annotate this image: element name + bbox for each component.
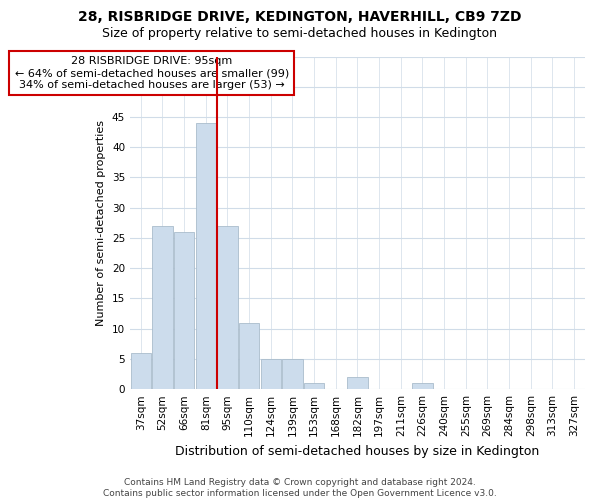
Text: 28 RISBRIDGE DRIVE: 95sqm
← 64% of semi-detached houses are smaller (99)
34% of : 28 RISBRIDGE DRIVE: 95sqm ← 64% of semi-… bbox=[14, 56, 289, 90]
Bar bbox=[347, 377, 368, 389]
Bar bbox=[412, 383, 433, 389]
Bar bbox=[260, 359, 281, 389]
Text: Contains HM Land Registry data © Crown copyright and database right 2024.
Contai: Contains HM Land Registry data © Crown c… bbox=[103, 478, 497, 498]
Y-axis label: Number of semi-detached properties: Number of semi-detached properties bbox=[97, 120, 106, 326]
Bar bbox=[217, 226, 238, 389]
X-axis label: Distribution of semi-detached houses by size in Kedington: Distribution of semi-detached houses by … bbox=[175, 444, 539, 458]
Bar bbox=[282, 359, 303, 389]
Bar bbox=[196, 123, 216, 389]
Text: 28, RISBRIDGE DRIVE, KEDINGTON, HAVERHILL, CB9 7ZD: 28, RISBRIDGE DRIVE, KEDINGTON, HAVERHIL… bbox=[78, 10, 522, 24]
Bar bbox=[152, 226, 173, 389]
Bar bbox=[131, 353, 151, 389]
Text: Size of property relative to semi-detached houses in Kedington: Size of property relative to semi-detach… bbox=[103, 28, 497, 40]
Bar bbox=[174, 232, 194, 389]
Bar bbox=[239, 322, 259, 389]
Bar bbox=[304, 383, 325, 389]
